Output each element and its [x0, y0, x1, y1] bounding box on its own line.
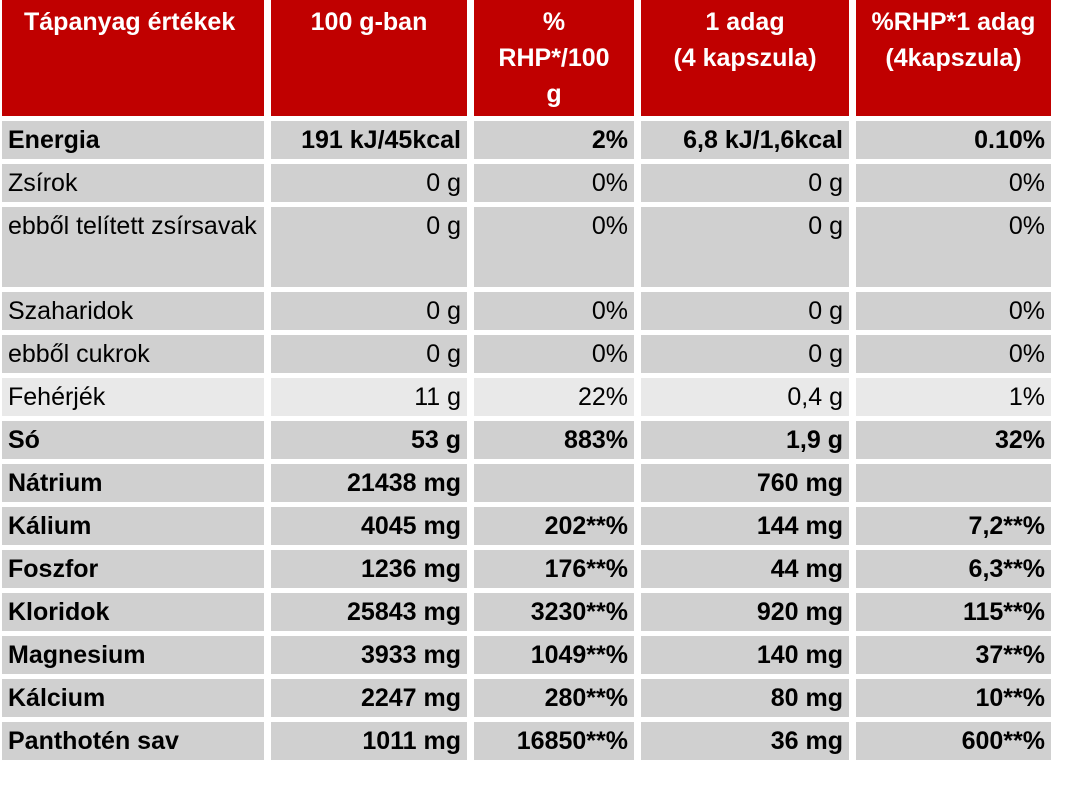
per-serving-value: 140 mg — [641, 636, 849, 674]
rhp-serving-value: 0% — [856, 164, 1051, 202]
rhp-100g-value: 202**% — [474, 507, 634, 545]
per-serving-value: 0,4 g — [641, 378, 849, 416]
rhp-serving-value: 7,2**% — [856, 507, 1051, 545]
per-100g-value: 1011 mg — [271, 722, 467, 760]
rhp-serving-value: 10**% — [856, 679, 1051, 717]
nutrient-name: Szaharidok — [2, 292, 264, 330]
header-rhp-per-serving: %RHP*1 adag (4kapszula) — [856, 0, 1051, 116]
nutrient-name: Fehérjék — [2, 378, 264, 416]
header-rhp-per-100g: % RHP*/100 g — [474, 0, 634, 116]
nutrient-name: Kloridok — [2, 593, 264, 631]
table-row: Nátrium 21438 mg 760 mg — [2, 464, 1051, 502]
header-per-serving: 1 adag (4 kapszula) — [641, 0, 849, 116]
nutrient-name: Panthotén sav — [2, 722, 264, 760]
per-100g-value: 0 g — [271, 292, 467, 330]
rhp-serving-value: 0% — [856, 335, 1051, 373]
rhp-serving-value: 6,3**% — [856, 550, 1051, 588]
header-per-100g: 100 g-ban — [271, 0, 467, 116]
per-100g-value: 0 g — [271, 207, 467, 287]
table-row: Foszfor 1236 mg 176**% 44 mg 6,3**% — [2, 550, 1051, 588]
rhp-serving-value: 37**% — [856, 636, 1051, 674]
per-serving-value: 144 mg — [641, 507, 849, 545]
rhp-serving-value: 0% — [856, 292, 1051, 330]
per-100g-value: 0 g — [271, 164, 467, 202]
per-serving-value: 44 mg — [641, 550, 849, 588]
nutrient-name: Foszfor — [2, 550, 264, 588]
rhp-serving-value: 1% — [856, 378, 1051, 416]
rhp-100g-value: 0% — [474, 292, 634, 330]
nutrient-name: Kálcium — [2, 679, 264, 717]
rhp-100g-value: 16850**% — [474, 722, 634, 760]
rhp-serving-value: 0.10% — [856, 121, 1051, 159]
header-nutrient: Tápanyag értékek — [2, 0, 264, 116]
rhp-100g-value: 22% — [474, 378, 634, 416]
per-serving-value: 0 g — [641, 292, 849, 330]
rhp-serving-value — [856, 464, 1051, 502]
header-row: Tápanyag értékek 100 g-ban % RHP*/100 g … — [2, 0, 1051, 116]
rhp-100g-value: 3230**% — [474, 593, 634, 631]
rhp-100g-value: 0% — [474, 164, 634, 202]
table-row: Kálcium 2247 mg 280**% 80 mg 10**% — [2, 679, 1051, 717]
per-serving-value: 920 mg — [641, 593, 849, 631]
per-100g-value: 0 g — [271, 335, 467, 373]
per-serving-value: 760 mg — [641, 464, 849, 502]
per-serving-value: 1,9 g — [641, 421, 849, 459]
nutrient-name: ebből telített zsírsavak — [2, 207, 264, 287]
table-row: Magnesium 3933 mg 1049**% 140 mg 37**% — [2, 636, 1051, 674]
nutrient-name: Zsírok — [2, 164, 264, 202]
per-serving-value: 80 mg — [641, 679, 849, 717]
rhp-100g-value: 1049**% — [474, 636, 634, 674]
rhp-serving-value: 600**% — [856, 722, 1051, 760]
rhp-100g-value: 2% — [474, 121, 634, 159]
table-row: ebből cukrok 0 g 0% 0 g 0% — [2, 335, 1051, 373]
table-row: ebből telített zsírsavak 0 g 0% 0 g 0% — [2, 207, 1051, 287]
nutrient-name: Nátrium — [2, 464, 264, 502]
per-100g-value: 1236 mg — [271, 550, 467, 588]
per-serving-value: 6,8 kJ/1,6kcal — [641, 121, 849, 159]
per-100g-value: 191 kJ/45kcal — [271, 121, 467, 159]
per-100g-value: 2247 mg — [271, 679, 467, 717]
table-row: Szaharidok 0 g 0% 0 g 0% — [2, 292, 1051, 330]
rhp-100g-value: 176**% — [474, 550, 634, 588]
per-100g-value: 4045 mg — [271, 507, 467, 545]
nutrient-name: Magnesium — [2, 636, 264, 674]
table-row: Panthotén sav 1011 mg 16850**% 36 mg 600… — [2, 722, 1051, 760]
per-serving-value: 0 g — [641, 335, 849, 373]
nutrient-name: Kálium — [2, 507, 264, 545]
nutrient-name: ebből cukrok — [2, 335, 264, 373]
rhp-100g-value: 0% — [474, 207, 634, 287]
table-row: Zsírok 0 g 0% 0 g 0% — [2, 164, 1051, 202]
table-row: Kloridok 25843 mg 3230**% 920 mg 115**% — [2, 593, 1051, 631]
per-100g-value: 21438 mg — [271, 464, 467, 502]
per-100g-value: 53 g — [271, 421, 467, 459]
rhp-100g-value: 883% — [474, 421, 634, 459]
per-serving-value: 36 mg — [641, 722, 849, 760]
nutrition-table: Tápanyag értékek 100 g-ban % RHP*/100 g … — [2, 0, 1051, 760]
per-100g-value: 3933 mg — [271, 636, 467, 674]
per-serving-value: 0 g — [641, 164, 849, 202]
table-row: Energia 191 kJ/45kcal 2% 6,8 kJ/1,6kcal … — [2, 121, 1051, 159]
per-100g-value: 11 g — [271, 378, 467, 416]
table-row: Fehérjék 11 g 22% 0,4 g 1% — [2, 378, 1051, 416]
rhp-100g-value: 280**% — [474, 679, 634, 717]
rhp-100g-value — [474, 464, 634, 502]
rhp-serving-value: 0% — [856, 207, 1051, 287]
rhp-serving-value: 115**% — [856, 593, 1051, 631]
table-row: Kálium 4045 mg 202**% 144 mg 7,2**% — [2, 507, 1051, 545]
nutrient-name: Energia — [2, 121, 264, 159]
rhp-serving-value: 32% — [856, 421, 1051, 459]
table-row: Só 53 g 883% 1,9 g 32% — [2, 421, 1051, 459]
per-serving-value: 0 g — [641, 207, 849, 287]
nutrient-name: Só — [2, 421, 264, 459]
per-100g-value: 25843 mg — [271, 593, 467, 631]
rhp-100g-value: 0% — [474, 335, 634, 373]
